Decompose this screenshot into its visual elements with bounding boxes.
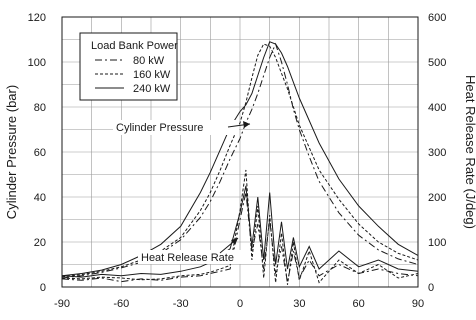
y-tick-label: 100: [28, 57, 46, 69]
legend: Load Bank Power 80 kW 160 kW 240 kW: [79, 32, 178, 101]
x-tick-label: -90: [54, 298, 70, 310]
heat-annotation-bg: [138, 250, 248, 264]
heat-arrowhead: [231, 238, 238, 245]
pressure-annotation: Cylinder Pressure: [113, 120, 251, 135]
y2-axis-title: Heat Release Rate (J/deg): [463, 75, 476, 229]
x-tick-label: -60: [113, 298, 129, 310]
tick-labels: -90 -60 -30 0 30 60 90 0 20 40 60 80 100 120 0 100 200 30…: [28, 12, 447, 310]
pressure-line-240kw: [61, 41, 419, 277]
legend-label-80kw: 80 kW: [133, 55, 165, 67]
legend-label-160kw: 160 kW: [133, 69, 171, 81]
y-tick-label: 40: [34, 192, 46, 204]
x-tick-label: 30: [293, 298, 305, 310]
x-tick-label: 60: [353, 298, 365, 310]
legend-label-240kw: 240 kW: [133, 83, 171, 95]
heat-release-line-80kw: [61, 192, 419, 283]
y-axis-title: Cylinder Pressure (bar): [4, 85, 19, 219]
y-tick-label: 80: [34, 102, 46, 114]
y-tick-label: 20: [34, 237, 46, 249]
y-tick-label: 0: [40, 282, 46, 294]
pressure-annotation-label: Cylinder Pressure: [116, 122, 203, 134]
x-tick-label: 0: [237, 298, 243, 310]
y-tick-label: 60: [34, 147, 46, 159]
legend-title: Load Bank Power: [91, 40, 178, 52]
y2-tick-label: 400: [428, 102, 446, 114]
y2-tick-label: 600: [428, 12, 446, 24]
heat-release-line-240kw: [61, 185, 419, 278]
legend-box: [79, 32, 178, 101]
y2-tick-label: 300: [428, 147, 446, 159]
pressure-arrowhead: [243, 121, 250, 128]
heat-release-line-160kw: [61, 169, 419, 285]
heat-annotation-label: Heat Release Rate: [141, 252, 234, 264]
x-tick-label: 90: [412, 298, 424, 310]
y2-tick-label: 100: [428, 237, 446, 249]
y-tick-label: 120: [28, 12, 46, 24]
y2-tick-label: 500: [428, 57, 446, 69]
y2-tick-label: 0: [428, 282, 434, 294]
y2-tick-label: 200: [428, 192, 446, 204]
heat-annotation: Heat Release Rate: [138, 237, 248, 264]
x-tick-label: -30: [173, 298, 189, 310]
pressure-annotation-bg: [113, 120, 239, 135]
plot-frame: [61, 16, 419, 288]
